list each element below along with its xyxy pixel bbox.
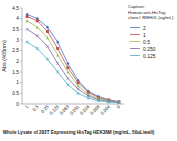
marker (117, 100, 120, 104)
y-tick-label: 4 (16, 16, 19, 21)
legend-swatch (130, 55, 140, 56)
marker (66, 70, 69, 73)
legend-label: 0.125 (143, 53, 156, 59)
marker (36, 19, 39, 22)
marker (87, 89, 90, 93)
legend-entry: 1 (130, 32, 146, 38)
marker (46, 30, 49, 33)
x-tick-label: 0.125 (48, 104, 60, 116)
y-tick-label: 3.5 (12, 27, 19, 32)
x-tick-label: 0.5 (32, 104, 40, 112)
legend-swatch (130, 48, 140, 49)
series-line (27, 14, 119, 101)
marker (36, 34, 39, 37)
legend-swatch (130, 27, 140, 28)
x-tick-label: 0.016 (79, 104, 91, 116)
marker (77, 92, 80, 95)
legend-label: 1 (143, 32, 146, 38)
marker (66, 66, 69, 69)
series-line (27, 29, 119, 102)
legend-label: 2 (143, 25, 146, 31)
x-axis (22, 104, 124, 105)
marker (56, 40, 59, 44)
marker (107, 100, 110, 103)
marker (26, 28, 29, 31)
marker (56, 47, 59, 50)
legend-label: 0.250 (143, 46, 156, 52)
marker (26, 15, 29, 18)
legend-entry: 0.250 (130, 46, 156, 52)
legend-title: Human anti-HisTag (128, 10, 166, 15)
series-line (27, 17, 119, 102)
legend-label: 0.5 (143, 39, 150, 45)
marker (26, 19, 29, 22)
series-line (27, 42, 119, 103)
x-axis-title: Whole Lysate of 293T Expressing HisTag H… (3, 130, 155, 135)
x-tick-label: 1 (24, 104, 30, 110)
marker (46, 45, 49, 48)
marker (56, 53, 59, 56)
y-tick-label: 0.5 (12, 91, 19, 96)
marker (117, 101, 120, 104)
x-tick-label: 0.004 (99, 104, 111, 116)
marker (77, 84, 80, 87)
marker (46, 25, 49, 29)
x-tick-label: 0.063 (59, 104, 71, 116)
marker (66, 77, 69, 80)
y-tick-label: 2 (16, 59, 19, 64)
chart: 00.511.522.533.544.510.50.250.1250.0630.… (0, 0, 177, 141)
marker (77, 81, 80, 84)
y-tick-label: 3 (16, 38, 19, 43)
marker (66, 83, 69, 86)
plot-area (26, 13, 121, 104)
legend-title: clone# RMH01 (ug/mL) (128, 15, 174, 20)
legend-title: Capture: (128, 4, 145, 9)
marker (66, 62, 69, 66)
marker (87, 97, 90, 100)
y-tick-label: 4.5 (12, 6, 19, 11)
marker (36, 25, 39, 28)
marker (26, 41, 29, 44)
marker (97, 99, 100, 102)
y-axis (22, 8, 23, 104)
legend-entry: 2 (130, 25, 146, 31)
x-tick-label: 0.008 (89, 104, 101, 116)
x-tick-label: 0 (116, 104, 122, 110)
y-tick-label: 2.5 (12, 48, 19, 53)
series-line (27, 21, 119, 102)
marker (56, 62, 59, 65)
marker (46, 58, 49, 61)
marker (77, 88, 80, 91)
marker (46, 36, 49, 39)
legend-swatch (130, 41, 140, 42)
y-tick-label: 1.5 (12, 70, 19, 75)
y-tick-label: 1 (16, 80, 19, 85)
legend-entry: 0.5 (130, 39, 150, 45)
legend-entry: 0.125 (130, 53, 156, 59)
legend-swatch (130, 34, 140, 35)
y-axis-title: Abs (405nm) (1, 40, 7, 72)
x-tick-label: 0.031 (69, 104, 81, 116)
marker (36, 47, 39, 50)
marker (56, 71, 59, 74)
y-tick-label: 0 (16, 102, 19, 107)
